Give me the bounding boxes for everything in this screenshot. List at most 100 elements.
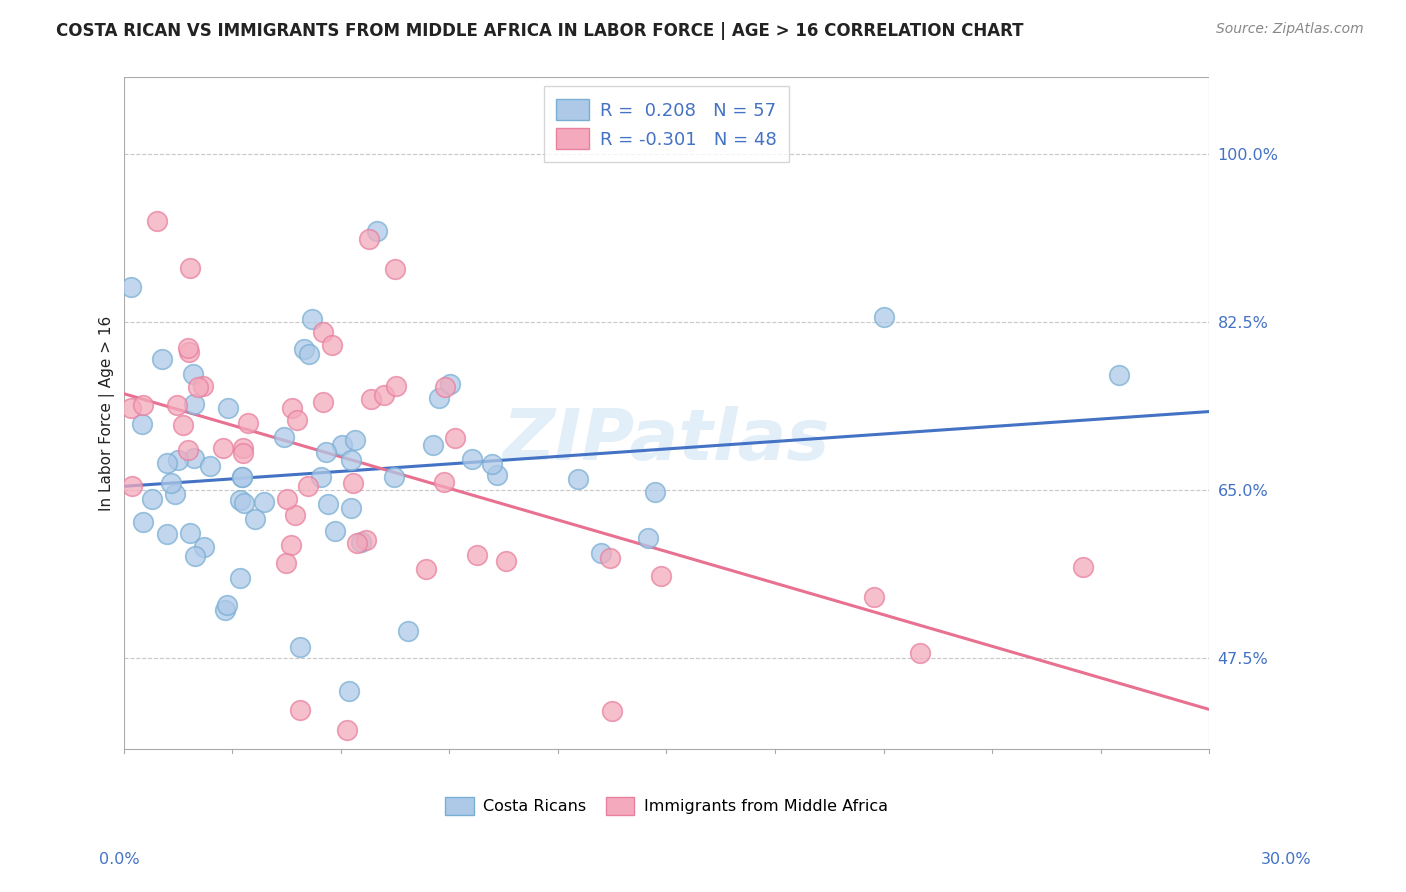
Point: [589, 546, 612, 560]
Point: [384, 379, 406, 393]
Point: [163, 486, 186, 500]
Point: [495, 554, 517, 568]
Point: [316, 497, 339, 511]
Point: [297, 479, 319, 493]
Point: [172, 418, 194, 433]
Point: [343, 433, 366, 447]
Text: COSTA RICAN VS IMMIGRANTS FROM MIDDLE AFRICA IN LABOR FORCE | AGE > 16 CORRELATI: COSTA RICAN VS IMMIGRANTS FROM MIDDLE AF…: [56, 22, 1024, 40]
Point: [160, 475, 183, 490]
Point: [276, 556, 298, 570]
Point: [176, 442, 198, 457]
Point: [465, 549, 488, 563]
Point: [179, 345, 201, 359]
Point: [567, 472, 589, 486]
Point: [132, 398, 155, 412]
Point: [1108, 368, 1130, 382]
Point: [120, 279, 142, 293]
Point: [366, 224, 388, 238]
Point: [166, 398, 188, 412]
Point: [212, 441, 235, 455]
Point: [215, 599, 238, 613]
Point: [312, 325, 335, 339]
Point: [650, 569, 672, 583]
Point: [276, 491, 298, 506]
Point: [281, 401, 304, 416]
Point: [330, 438, 353, 452]
Point: [238, 416, 260, 430]
Text: 30.0%: 30.0%: [1261, 852, 1312, 867]
Point: [131, 417, 153, 431]
Point: [359, 232, 381, 246]
Point: [187, 380, 209, 394]
Point: [177, 341, 200, 355]
Point: [384, 262, 406, 277]
Text: Source: ZipAtlas.com: Source: ZipAtlas.com: [1216, 22, 1364, 37]
Point: [427, 391, 450, 405]
Point: [336, 723, 359, 737]
Point: [600, 704, 623, 718]
Point: [141, 491, 163, 506]
Point: [461, 451, 484, 466]
Point: [232, 446, 254, 460]
Point: [179, 525, 201, 540]
Point: [309, 470, 332, 484]
Point: [315, 445, 337, 459]
Point: [284, 508, 307, 523]
Point: [217, 401, 239, 416]
Point: [273, 430, 295, 444]
Point: [342, 476, 364, 491]
Point: [252, 495, 274, 509]
Text: ZIPatlas: ZIPatlas: [503, 406, 830, 475]
Point: [312, 395, 335, 409]
Point: [229, 571, 252, 585]
Point: [121, 479, 143, 493]
Point: [323, 524, 346, 538]
Point: [280, 538, 302, 552]
Point: [1071, 559, 1094, 574]
Point: [908, 646, 931, 660]
Point: [373, 388, 395, 402]
Point: [301, 311, 323, 326]
Point: [288, 640, 311, 654]
Point: [193, 540, 215, 554]
Point: [233, 496, 256, 510]
Point: [214, 602, 236, 616]
Point: [644, 484, 666, 499]
Point: [862, 590, 884, 604]
Point: [156, 457, 179, 471]
Point: [599, 551, 621, 566]
Point: [198, 458, 221, 473]
Y-axis label: In Labor Force | Age > 16: In Labor Force | Age > 16: [100, 316, 115, 511]
Point: [292, 342, 315, 356]
Point: [485, 468, 508, 483]
Point: [432, 475, 454, 489]
Point: [321, 338, 343, 352]
Point: [232, 441, 254, 455]
Point: [350, 535, 373, 549]
Point: [481, 457, 503, 471]
Point: [183, 451, 205, 466]
Point: [184, 549, 207, 564]
Point: [145, 214, 167, 228]
Point: [179, 261, 201, 276]
Legend: Costa Ricans, Immigrants from Middle Africa: Costa Ricans, Immigrants from Middle Afr…: [439, 790, 894, 822]
Point: [297, 346, 319, 360]
Point: [434, 380, 457, 394]
Point: [229, 493, 252, 508]
Point: [346, 536, 368, 550]
Point: [132, 516, 155, 530]
Point: [872, 310, 894, 325]
Point: [231, 470, 253, 484]
Point: [340, 453, 363, 467]
Point: [152, 352, 174, 367]
Point: [354, 533, 377, 548]
Point: [340, 500, 363, 515]
Point: [396, 624, 419, 639]
Point: [191, 379, 214, 393]
Point: [360, 392, 382, 406]
Point: [183, 397, 205, 411]
Point: [637, 531, 659, 545]
Point: [337, 684, 360, 698]
Point: [288, 702, 311, 716]
Point: [181, 368, 204, 382]
